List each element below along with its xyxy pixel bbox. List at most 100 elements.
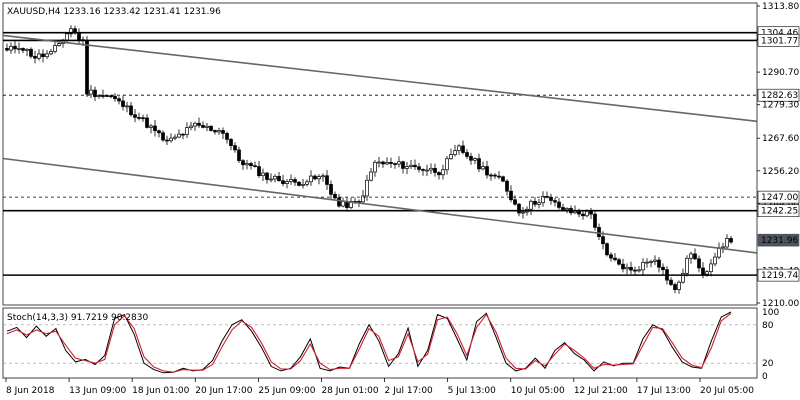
candle <box>489 173 493 181</box>
candle-body <box>641 262 645 271</box>
time-tick-label: 12 Jul 21:00 <box>574 386 628 396</box>
candle-body <box>217 130 221 133</box>
candle-body <box>109 95 113 98</box>
candle <box>637 265 641 273</box>
candle-body <box>157 130 161 134</box>
candle-body <box>269 178 273 181</box>
candle <box>377 156 381 168</box>
candle-body <box>597 227 601 237</box>
candle-body <box>229 139 233 146</box>
candle-body <box>669 279 673 285</box>
candle-body <box>593 213 597 228</box>
candle-body <box>273 175 277 180</box>
candle-body <box>293 179 297 183</box>
time-tick-label: 18 Jun 01:00 <box>132 386 189 396</box>
candle <box>449 148 453 160</box>
candle-body <box>253 165 257 168</box>
candle <box>401 160 405 174</box>
candle <box>465 149 469 160</box>
candle <box>113 93 117 102</box>
price-tag-1247.00: 1247.00 <box>757 190 800 204</box>
candle <box>429 163 433 174</box>
candle-body <box>129 105 133 116</box>
candle-body <box>89 89 93 95</box>
candle-body <box>45 53 49 58</box>
candle <box>617 257 621 266</box>
candle <box>633 266 637 276</box>
candle-body <box>285 181 289 184</box>
oscillator-label: Stoch(14,3,3) 91.7219 90.2830 <box>7 313 148 323</box>
candle <box>133 108 137 123</box>
candle-body <box>301 183 305 186</box>
candle-body <box>517 203 521 214</box>
candle <box>177 129 181 138</box>
candle-body <box>265 172 269 180</box>
candle-body <box>257 166 261 177</box>
price-tag-1282.63: 1282.63 <box>757 88 800 102</box>
candle-body <box>521 211 525 214</box>
candle-body <box>565 208 569 211</box>
oscillator-tick-label: 20 <box>762 359 774 369</box>
candle <box>229 137 233 151</box>
candle <box>305 179 309 187</box>
candle-body <box>729 238 733 243</box>
candle <box>657 257 661 273</box>
candle-body <box>209 125 213 131</box>
candle <box>649 259 653 268</box>
candle-body <box>133 114 137 118</box>
candle <box>281 174 285 187</box>
candle-body <box>461 145 465 153</box>
price-tag-box <box>757 233 800 247</box>
candle-body <box>373 161 377 173</box>
candle <box>529 199 533 216</box>
candle-body <box>557 201 561 208</box>
candle-body <box>661 266 665 270</box>
candle <box>117 96 121 105</box>
candle-body <box>601 236 605 245</box>
candle-body <box>149 125 153 128</box>
candle-body <box>677 281 681 290</box>
candle <box>457 144 461 155</box>
price-tag-label: 1301.77 <box>761 36 798 46</box>
candle-body <box>317 176 321 180</box>
candle-body <box>497 175 501 178</box>
candle <box>41 49 45 63</box>
candle <box>169 133 173 143</box>
candle <box>689 251 693 264</box>
candle <box>553 197 557 207</box>
candle <box>17 42 21 54</box>
candle <box>233 142 237 153</box>
candle <box>557 198 561 210</box>
candle <box>681 268 685 284</box>
candle-body <box>369 171 373 181</box>
candle <box>189 121 193 131</box>
candle <box>269 173 273 183</box>
candle <box>289 174 293 185</box>
candle-body <box>153 125 157 132</box>
candle <box>321 173 325 182</box>
candle <box>517 202 521 217</box>
candle-body <box>233 145 237 151</box>
candle <box>29 47 33 59</box>
candle <box>581 210 585 220</box>
candle <box>613 253 617 262</box>
candle <box>313 174 317 181</box>
candle-body <box>181 133 185 136</box>
candle <box>561 203 565 211</box>
candles <box>5 25 733 294</box>
candle-body <box>625 267 629 270</box>
candle-body <box>185 127 189 135</box>
candle-body <box>453 150 457 155</box>
candle <box>369 167 373 182</box>
candle <box>365 174 369 201</box>
candle <box>129 101 133 117</box>
time-tick-label: 20 Jun 17:00 <box>195 386 252 396</box>
candle <box>285 179 289 189</box>
oscillator-signal-line <box>6 312 732 373</box>
candle-body <box>621 263 625 270</box>
candle-body <box>577 210 581 215</box>
oscillator-tick-label: 100 <box>762 308 779 318</box>
candle-body <box>73 28 77 33</box>
candle-body <box>633 269 637 272</box>
